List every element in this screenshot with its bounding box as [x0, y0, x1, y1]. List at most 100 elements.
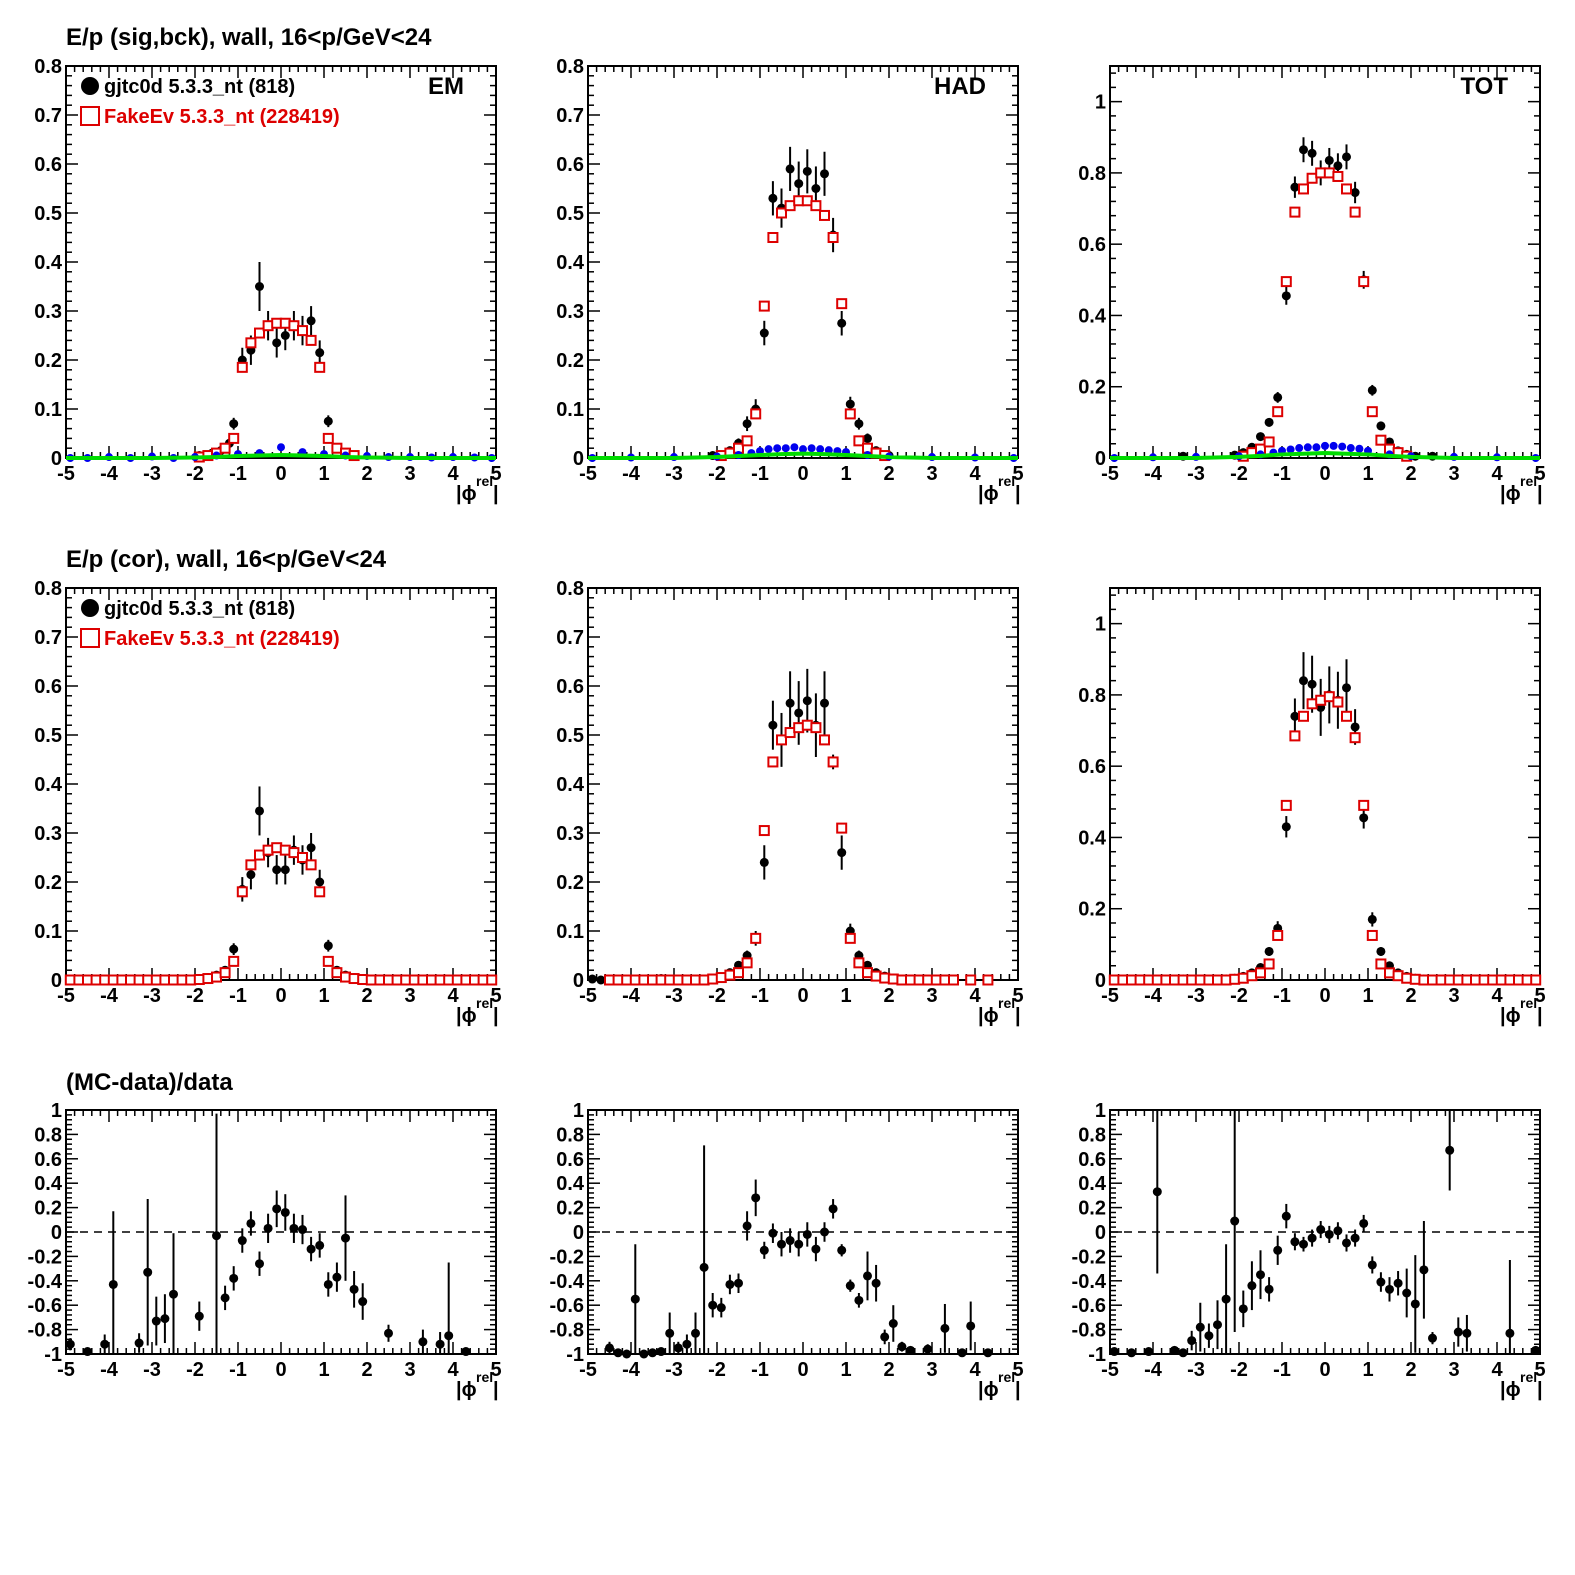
data-point — [1410, 1299, 1420, 1309]
x-tick-label: 5 — [1534, 1359, 1545, 1381]
x-tick-label: 1 — [318, 985, 329, 1007]
x-tick-label: -4 — [1144, 463, 1163, 485]
data-point — [759, 328, 769, 338]
y-tick-label: 0.7 — [34, 105, 62, 127]
mc-point — [1289, 206, 1301, 218]
mc-point — [819, 734, 830, 746]
y-tick-label: 0.1 — [556, 399, 584, 421]
data-point — [108, 1279, 118, 1289]
data-point — [1333, 1226, 1343, 1236]
data-point — [1195, 1322, 1205, 1332]
y-tick-label: 0.5 — [556, 203, 584, 225]
data-point — [716, 1303, 726, 1313]
x-axis-title-close: | — [493, 1379, 499, 1401]
x-tick-label: 4 — [969, 985, 981, 1007]
data-point — [794, 708, 804, 718]
y-tick-label: 0.3 — [556, 301, 584, 323]
y-tick-label: -0.4 — [28, 1271, 63, 1293]
x-tick-label: 5 — [490, 463, 501, 485]
x-tick-label: -4 — [622, 1359, 641, 1381]
x-tick-label: -2 — [186, 985, 204, 1007]
mc-point — [1375, 434, 1387, 446]
x-tick-label: 3 — [926, 463, 937, 485]
data-point — [725, 1279, 735, 1289]
x-tick-label: 2 — [361, 1359, 372, 1381]
y-tick-label: 0.6 — [34, 676, 62, 698]
legend-label-data: gjtc0d 5.3.3_nt (818) — [104, 598, 295, 620]
data-point — [837, 848, 847, 858]
y-tick-label: 0.4 — [1078, 305, 1107, 327]
mc-point — [758, 300, 770, 312]
data-point — [1299, 676, 1308, 686]
x-tick-label: 0 — [797, 985, 808, 1007]
x-tick-label: 3 — [926, 1359, 937, 1381]
x-tick-label: 3 — [1448, 1359, 1459, 1381]
data-point — [957, 1348, 967, 1358]
data-point — [1324, 155, 1334, 165]
x-tick-label: -1 — [751, 1359, 769, 1381]
data-point — [1247, 1281, 1257, 1291]
data-point — [220, 1293, 230, 1303]
x-tick-label: 5 — [1012, 1359, 1023, 1381]
y-tick-label: -0.4 — [550, 1271, 585, 1293]
y-tick-label: 0.6 — [556, 154, 584, 176]
data-point — [384, 1328, 393, 1338]
y-tick-label: -0.4 — [1072, 1271, 1107, 1293]
bck-mc-line — [1110, 451, 1540, 460]
mc-point — [1349, 206, 1361, 218]
bck-data-point — [1286, 445, 1295, 454]
x-tick-label: 5 — [1012, 985, 1023, 1007]
data-point — [194, 1311, 204, 1321]
x-tick-label: 3 — [404, 1359, 415, 1381]
y-tick-label: 0.8 — [34, 56, 62, 78]
data-point — [1290, 182, 1300, 192]
data-point — [358, 1297, 368, 1307]
mc-point — [741, 957, 753, 969]
x-axis-title: |ϕ — [978, 1379, 999, 1401]
y-tick-label: 0.4 — [556, 774, 585, 796]
x-axis-title-sup: rel — [1520, 1369, 1537, 1385]
series-group — [65, 1113, 471, 1357]
data-point — [639, 1349, 649, 1359]
mc-point — [314, 886, 326, 898]
data-point — [1359, 813, 1369, 823]
data-point — [777, 1239, 786, 1249]
x-tick-label: -1 — [1273, 1359, 1291, 1381]
data-point — [1367, 914, 1377, 924]
data-point — [246, 870, 256, 880]
x-tick-label: 4 — [447, 985, 459, 1007]
data-point — [940, 1323, 950, 1333]
data-point — [845, 399, 855, 409]
bck-data-point — [1321, 441, 1329, 450]
mc-point — [486, 974, 498, 986]
bck-data-point — [790, 443, 799, 452]
data-point — [656, 1347, 666, 1357]
data-point — [1221, 1294, 1231, 1304]
y-tick-label: 0.2 — [556, 1198, 584, 1220]
data-point — [768, 720, 778, 730]
series-group — [1110, 137, 1540, 462]
data-point — [880, 1332, 890, 1342]
y-tick-label: 0.2 — [34, 350, 62, 372]
data-point — [1307, 679, 1317, 689]
x-tick-label: 2 — [1405, 1359, 1416, 1381]
y-tick-label: -1 — [44, 1344, 62, 1366]
x-axis-title: |ϕ — [1500, 483, 1521, 505]
mc-point — [767, 232, 779, 243]
y-tick-label: 0.6 — [34, 154, 62, 176]
series-group — [1108, 652, 1542, 986]
mc-point — [1289, 730, 1301, 742]
data-point — [1367, 385, 1377, 395]
x-axis-title-close: | — [493, 1005, 499, 1027]
data-point — [151, 1316, 161, 1326]
x-axis-title: |ϕ — [456, 1379, 477, 1401]
data-point — [1264, 1284, 1274, 1294]
mc-point — [750, 932, 762, 944]
data-point — [1152, 1187, 1162, 1197]
mc-point — [1530, 974, 1542, 986]
x-tick-label: 0 — [797, 463, 808, 485]
x-tick-label: 0 — [797, 1359, 808, 1381]
data-point — [435, 1339, 445, 1349]
y-tick-label: 0.4 — [1078, 827, 1107, 849]
data-point — [1376, 1277, 1386, 1287]
